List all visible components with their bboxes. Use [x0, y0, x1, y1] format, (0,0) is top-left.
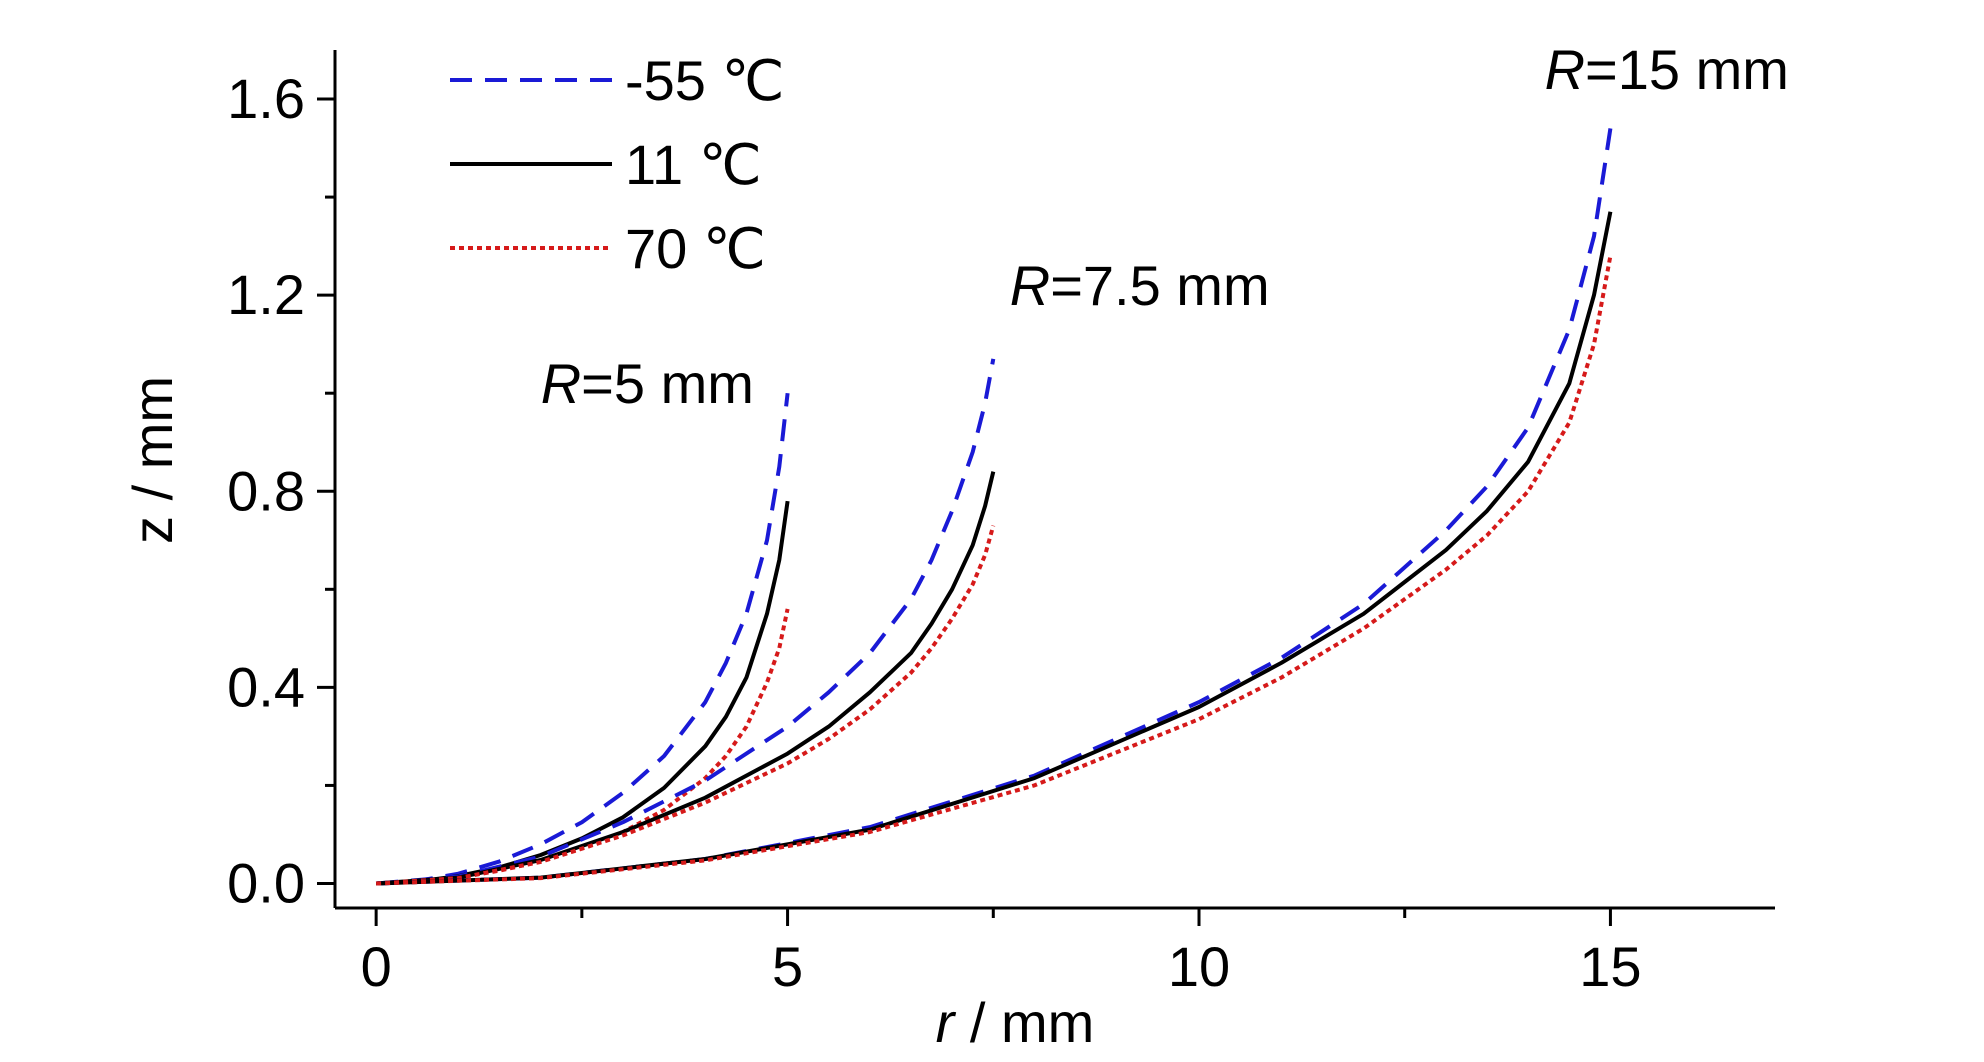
x-axis-title-unit: / mm — [954, 991, 1094, 1054]
y-tick-label: 0.4 — [227, 655, 305, 718]
series-line — [376, 608, 790, 886]
x-tick-label: 15 — [1579, 935, 1641, 998]
series-line — [375, 471, 996, 886]
y-tick-label: 1.2 — [227, 263, 305, 326]
legend-label: 11 ℃ — [625, 133, 762, 196]
series-line — [375, 392, 790, 886]
axes: 0 5 10 15 0.0 0.4 0.8 1.2 1.6 — [227, 50, 1775, 998]
curve-annotation: R=7.5 mm — [1010, 254, 1270, 317]
x-axis-title: r / mm — [936, 991, 1095, 1054]
y-axis-title: z / mm — [121, 376, 184, 544]
series-line — [375, 358, 996, 886]
series-line — [376, 500, 790, 886]
x-axis-title-symbol: r — [936, 991, 957, 1054]
x-tick-label: 5 — [772, 935, 803, 998]
legend-label: -55 ℃ — [625, 49, 784, 112]
curve-annotation: R=5 mm — [541, 352, 754, 415]
curve-annotation: R=15 mm — [1545, 38, 1789, 101]
x-tick-label: 10 — [1168, 935, 1230, 998]
series-line — [376, 128, 1613, 886]
plot-area — [375, 128, 1613, 886]
legend-label: 70 ℃ — [625, 217, 766, 280]
y-tick-label: 0.0 — [227, 851, 305, 914]
annotations: R=5 mm R=7.5 mm R=15 mm — [541, 38, 1789, 415]
series-line — [376, 211, 1613, 886]
y-tick-label: 0.8 — [227, 459, 305, 522]
y-tick-label: 1.6 — [227, 67, 305, 130]
legend: -55 ℃ 11 ℃ 70 ℃ — [450, 49, 784, 280]
series-line — [375, 525, 996, 886]
series-line — [376, 255, 1613, 886]
x-tick-label: 0 — [361, 935, 392, 998]
